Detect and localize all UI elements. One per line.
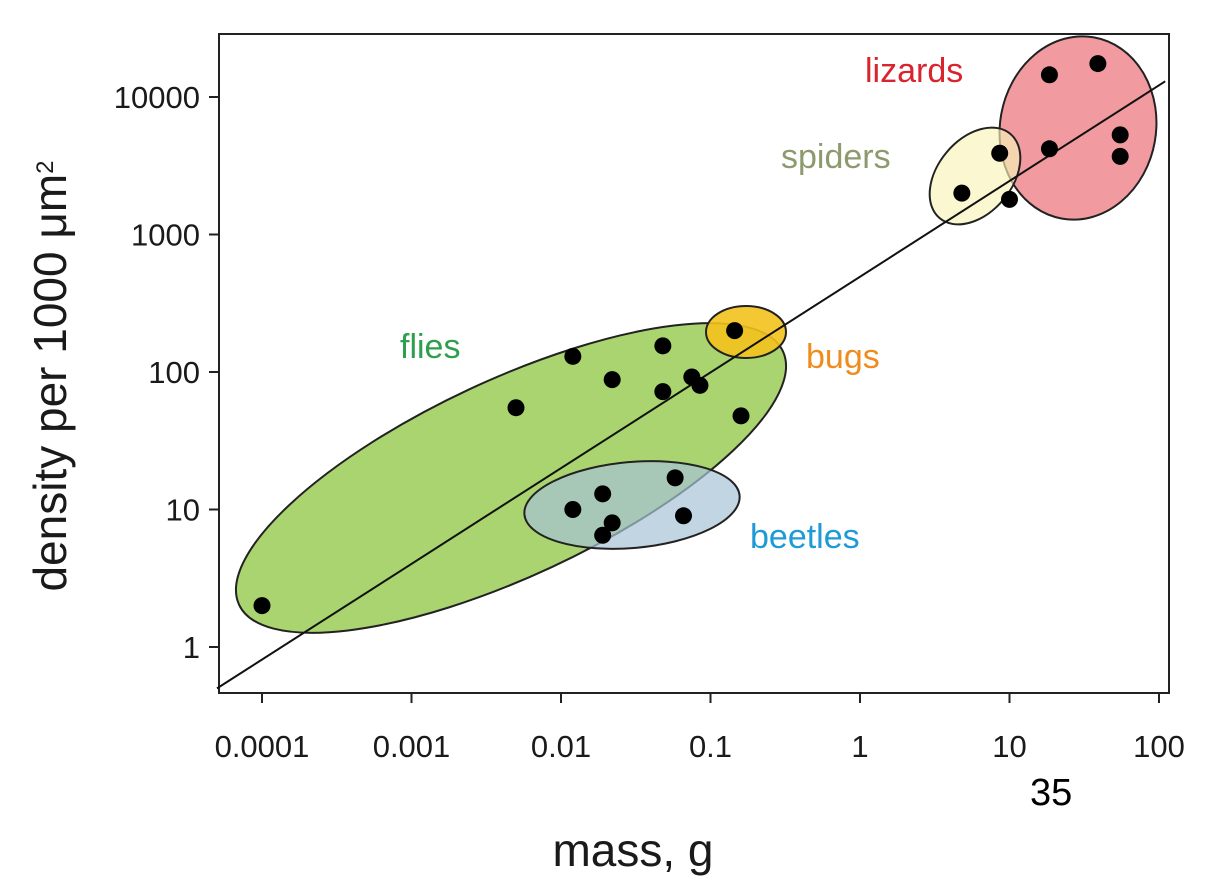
label-lizards: lizards [865,52,963,90]
x-tick-label: 0.1 [689,729,732,764]
point-flies-8 [691,376,709,394]
y-tick-label: 100 [148,355,200,390]
group-ellipses [234,35,1158,634]
data-points [253,55,1129,615]
x-tick-label: 0.01 [531,729,591,764]
point-flies-5 [654,337,672,355]
point-beetles-2 [594,485,612,503]
point-flies-1 [253,597,271,615]
label-spiders: spiders [781,138,891,176]
point-lizards-4 [1089,55,1107,73]
point-flies-9 [732,407,750,425]
point-lizards-6 [1111,147,1129,165]
label-bugs: bugs [806,338,880,376]
point-beetles-3 [594,526,612,544]
x-tick-label: 1 [851,729,868,764]
page-number: 35 [1030,772,1072,814]
x-tick-label: 0.001 [373,729,451,764]
point-beetles-5 [666,469,684,487]
label-flies: flies [400,328,460,366]
y-tick-label: 10 [166,493,200,528]
point-lizards-1 [1001,190,1018,208]
point-flies-6 [654,383,672,401]
x-tick-label: 10 [992,729,1026,764]
y-axis-title-main: density per 1000 μm [24,174,76,592]
point-spiders-1 [953,184,971,202]
point-beetles-1 [564,501,582,518]
point-spiders-2 [991,144,1009,162]
x-axis: 0.0001 0.001 0.01 0.1 1 10 100 [215,693,1185,764]
bugs-cluster [705,305,787,359]
point-lizards-2 [1040,140,1058,158]
y-tick-label: 10000 [114,80,200,115]
point-beetles-4 [603,514,621,532]
x-tick-label: 0.0001 [215,729,310,764]
point-bugs-1 [726,322,744,340]
point-beetles-6 [675,507,693,525]
label-beetles: beetles [750,518,860,556]
y-axis: 1 10 100 1000 10000 [114,80,219,665]
x-tick-label: 100 [1133,729,1185,764]
flies-cluster [234,322,788,634]
y-tick-label: 1000 [131,218,200,253]
y-axis-title: density per 1000 μm2 [24,160,76,591]
point-lizards-5 [1111,126,1129,144]
lizards-cluster [998,35,1158,221]
point-lizards-3 [1040,66,1058,84]
point-flies-4 [603,371,621,389]
y-tick-label: 1 [183,630,200,665]
point-flies-2 [507,399,525,417]
y-axis-title-superscript: 2 [32,160,59,173]
beetles-cluster [523,460,741,550]
x-axis-title: mass, g [552,824,713,876]
point-flies-3 [564,347,582,365]
plot-frame [218,33,1170,694]
